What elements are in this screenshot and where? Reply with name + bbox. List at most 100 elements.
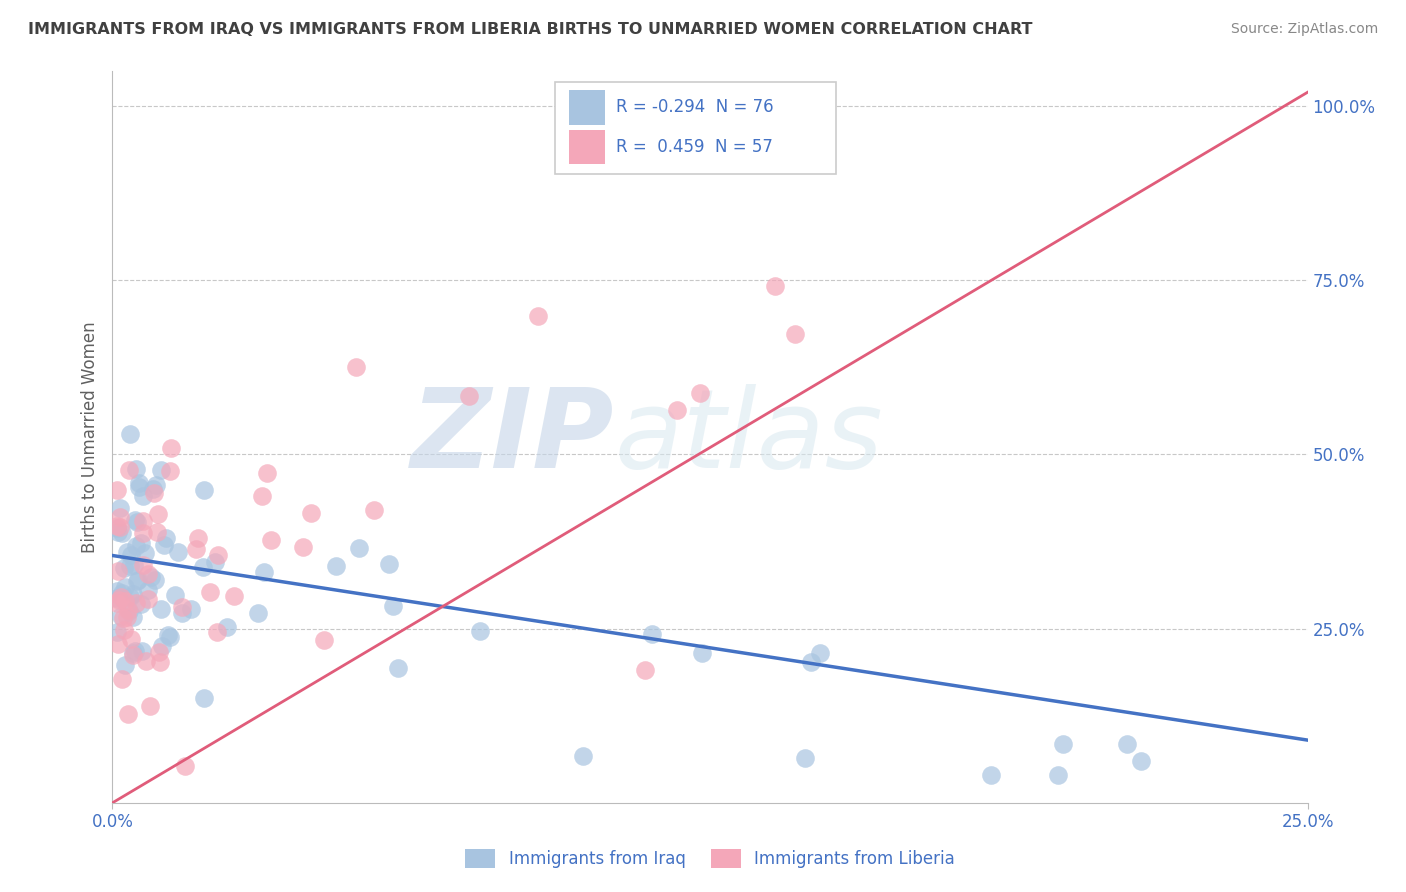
Point xyxy=(139,699,162,714)
Point xyxy=(120,632,142,646)
Point xyxy=(105,483,128,497)
Point xyxy=(174,758,197,772)
Point xyxy=(170,606,193,620)
Point xyxy=(378,558,401,572)
Point xyxy=(108,500,131,515)
Point xyxy=(132,514,155,528)
Point xyxy=(125,596,148,610)
Point xyxy=(205,624,228,639)
Point xyxy=(458,389,481,403)
Point xyxy=(344,359,367,374)
Point xyxy=(139,570,162,584)
Point xyxy=(110,609,132,624)
Point xyxy=(247,606,270,620)
Point xyxy=(193,690,215,705)
Point xyxy=(112,623,135,637)
Point xyxy=(149,655,172,669)
Point xyxy=(763,278,786,293)
Point xyxy=(118,604,141,618)
Point xyxy=(191,560,214,574)
Point xyxy=(121,587,143,601)
FancyBboxPatch shape xyxy=(569,90,605,125)
Point xyxy=(312,633,335,648)
Point xyxy=(124,513,146,527)
Point xyxy=(111,526,134,541)
Point xyxy=(468,624,491,639)
Point xyxy=(105,596,128,610)
Point xyxy=(114,594,136,608)
Point xyxy=(149,463,172,477)
Point xyxy=(325,558,347,573)
Point xyxy=(160,441,183,455)
Point xyxy=(115,544,138,558)
Point xyxy=(1052,737,1074,751)
Point xyxy=(150,639,173,653)
Point xyxy=(363,502,385,516)
Point xyxy=(107,637,129,651)
Point xyxy=(120,558,142,573)
Point xyxy=(114,658,136,673)
Point xyxy=(131,644,153,658)
Point xyxy=(136,583,159,598)
Point xyxy=(124,539,146,553)
Point xyxy=(155,531,177,545)
Point xyxy=(105,624,128,639)
Point xyxy=(129,535,152,549)
Y-axis label: Births to Unmarried Women: Births to Unmarried Women xyxy=(80,321,98,553)
Point xyxy=(125,461,148,475)
Point xyxy=(128,475,150,490)
Point xyxy=(129,597,152,611)
Point xyxy=(526,309,548,323)
Point xyxy=(117,463,139,477)
Point xyxy=(150,601,173,615)
Point xyxy=(127,573,149,587)
Legend: Immigrants from Iraq, Immigrants from Liberia: Immigrants from Iraq, Immigrants from Li… xyxy=(458,842,962,875)
Point xyxy=(800,655,823,669)
Point xyxy=(148,507,170,521)
Point xyxy=(122,609,145,624)
Point xyxy=(111,586,134,600)
Point xyxy=(122,558,145,572)
Point xyxy=(112,611,135,625)
Point xyxy=(136,592,159,607)
Point xyxy=(132,489,155,503)
Point xyxy=(1129,755,1152,769)
Point xyxy=(159,464,181,478)
Text: atlas: atlas xyxy=(614,384,883,491)
Point xyxy=(120,426,142,441)
Point xyxy=(387,660,409,674)
FancyBboxPatch shape xyxy=(554,82,835,174)
Point xyxy=(217,620,239,634)
Point xyxy=(117,707,139,722)
Point xyxy=(200,585,222,599)
Point xyxy=(186,541,208,556)
Point xyxy=(107,564,129,578)
Point xyxy=(1047,768,1070,782)
Point xyxy=(105,520,128,534)
Point xyxy=(131,558,153,572)
Point xyxy=(187,532,209,546)
Point xyxy=(107,524,129,539)
Point xyxy=(167,545,190,559)
Point xyxy=(118,590,141,604)
Point xyxy=(253,566,276,580)
Point xyxy=(143,486,166,500)
Point xyxy=(105,519,128,533)
Point xyxy=(110,590,132,604)
Text: IMMIGRANTS FROM IRAQ VS IMMIGRANTS FROM LIBERIA BIRTHS TO UNMARRIED WOMEN CORREL: IMMIGRANTS FROM IRAQ VS IMMIGRANTS FROM … xyxy=(28,22,1032,37)
Point xyxy=(128,480,150,494)
Point xyxy=(117,602,139,616)
Point xyxy=(111,672,134,686)
Point xyxy=(108,509,131,524)
Point xyxy=(690,646,713,660)
Point xyxy=(163,588,186,602)
Point xyxy=(172,599,194,614)
Point xyxy=(571,749,593,764)
Point xyxy=(114,580,136,594)
Point xyxy=(256,467,278,481)
Point xyxy=(136,566,159,581)
Point xyxy=(105,591,128,605)
Point xyxy=(157,628,180,642)
Point xyxy=(204,555,226,569)
Point xyxy=(382,599,405,613)
